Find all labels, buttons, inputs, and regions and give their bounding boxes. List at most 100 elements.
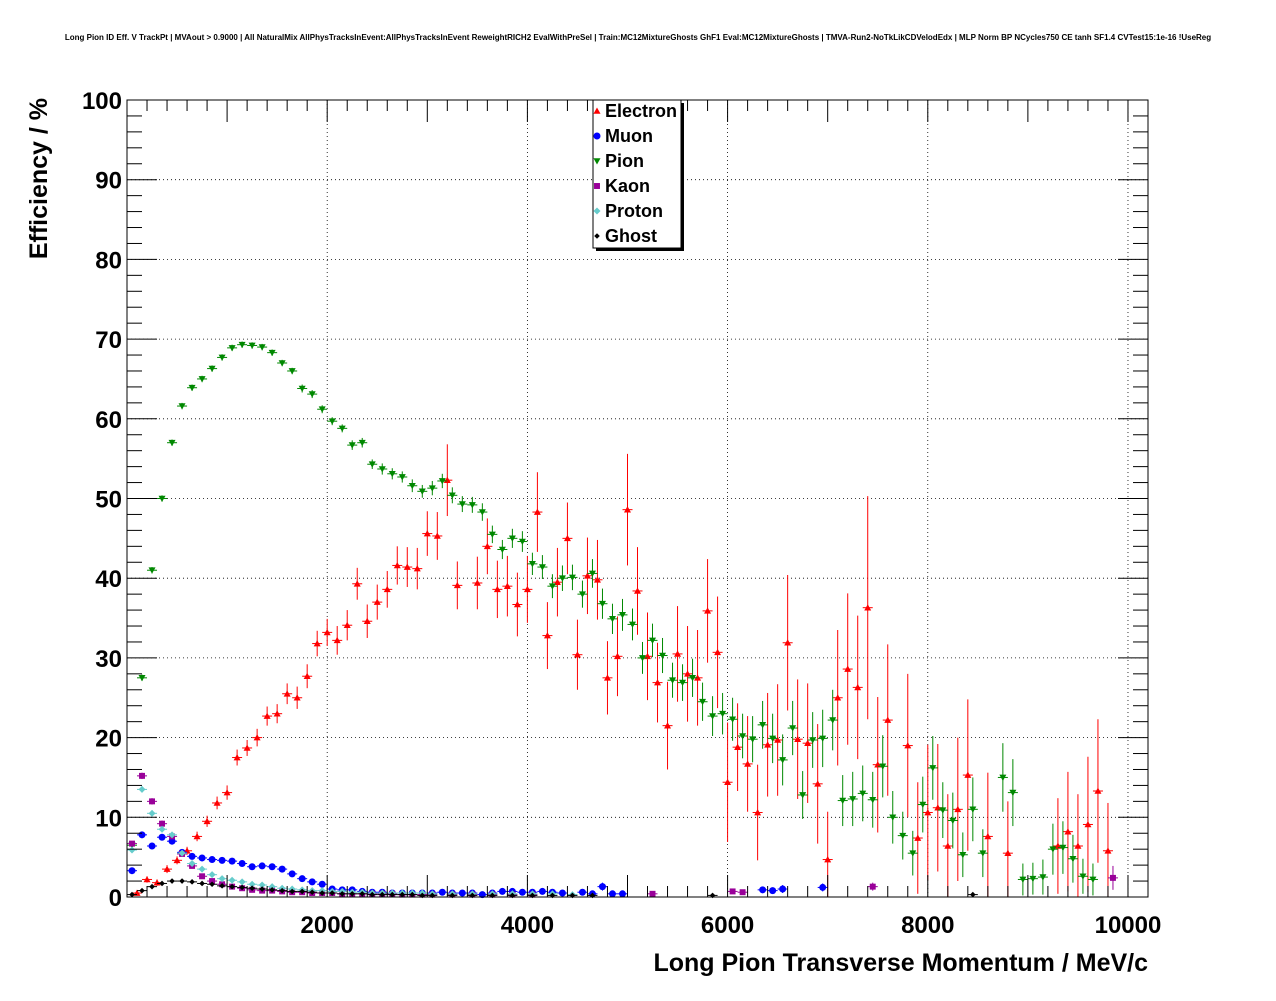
- point-marker: [899, 832, 907, 840]
- data-point: [572, 619, 583, 690]
- data-point: [212, 796, 223, 810]
- data-point: [727, 888, 738, 895]
- data-point: [882, 644, 893, 796]
- point-marker: [1109, 874, 1116, 881]
- point-marker: [493, 585, 501, 593]
- point-marker: [208, 871, 216, 879]
- data-point: [507, 528, 518, 548]
- data-point: [372, 584, 383, 620]
- legend-box: [592, 99, 682, 249]
- data-point: [687, 658, 698, 697]
- point-marker: [158, 495, 166, 502]
- data-point: [762, 692, 773, 797]
- data-point: [637, 641, 648, 674]
- point-marker: [189, 879, 195, 885]
- data-point: [157, 833, 168, 841]
- point-marker: [1039, 874, 1047, 881]
- data-point: [237, 860, 248, 868]
- data-point: [127, 867, 138, 875]
- x-tick-label: 6000: [701, 912, 754, 939]
- point-marker: [689, 675, 697, 682]
- data-point: [377, 891, 388, 898]
- data-point: [252, 728, 263, 747]
- data-point: [722, 722, 733, 843]
- point-marker: [814, 780, 822, 787]
- data-point: [1087, 863, 1098, 896]
- point-marker: [548, 583, 556, 590]
- point-marker: [248, 342, 256, 349]
- data-point: [267, 887, 278, 893]
- legend-label: Electron: [605, 101, 677, 121]
- data-point: [512, 572, 523, 637]
- data-point: [717, 692, 728, 735]
- data-point: [787, 700, 798, 756]
- point-marker: [413, 565, 421, 572]
- point-marker: [664, 722, 672, 729]
- data-point: [967, 891, 978, 898]
- point-marker: [288, 870, 296, 878]
- point-marker: [924, 809, 932, 816]
- point-marker: [749, 736, 757, 743]
- data-point: [242, 739, 253, 756]
- point-marker: [573, 651, 581, 658]
- data-point: [437, 888, 448, 896]
- point-marker: [1004, 849, 1012, 856]
- legend-marker: [593, 158, 601, 165]
- point-marker: [649, 890, 656, 897]
- data-point: [297, 384, 308, 393]
- point-marker: [303, 672, 311, 680]
- data-point: [947, 792, 958, 849]
- point-marker: [859, 790, 867, 797]
- point-marker: [258, 344, 266, 351]
- data-point: [167, 878, 178, 884]
- legend-label: Proton: [605, 201, 663, 221]
- data-point: [247, 880, 258, 888]
- point-marker: [223, 789, 231, 796]
- point-marker: [359, 891, 366, 897]
- point-marker: [468, 502, 476, 509]
- data-point: [317, 880, 328, 888]
- point-marker: [734, 743, 742, 750]
- point-marker: [273, 710, 281, 717]
- data-point: [957, 832, 968, 878]
- point-marker: [724, 778, 732, 786]
- data-point: [217, 354, 228, 361]
- x-axis-label: Long Pion Transverse Momentum / MeV/c: [653, 949, 1148, 977]
- point-marker: [429, 892, 436, 899]
- point-marker: [188, 852, 196, 860]
- data-point: [427, 892, 438, 899]
- point-marker: [729, 888, 736, 895]
- point-marker: [608, 616, 616, 623]
- data-point: [287, 870, 298, 878]
- data-point: [547, 574, 558, 599]
- point-marker: [179, 878, 185, 884]
- point-marker: [328, 418, 336, 425]
- point-marker: [1069, 855, 1077, 863]
- data-point: [247, 342, 258, 349]
- data-point: [1007, 759, 1018, 827]
- data-point: [557, 889, 568, 897]
- point-marker: [268, 883, 276, 891]
- data-point: [667, 662, 678, 698]
- data-point: [217, 875, 228, 883]
- point-marker: [1029, 875, 1037, 883]
- point-marker: [739, 733, 747, 740]
- point-marker: [248, 863, 256, 871]
- point-marker: [213, 799, 221, 806]
- data-point: [347, 891, 358, 897]
- point-marker: [779, 885, 787, 893]
- point-marker: [839, 797, 847, 805]
- point-marker: [233, 754, 241, 761]
- data-point: [287, 367, 298, 375]
- point-marker: [613, 652, 621, 660]
- data-point: [322, 618, 333, 646]
- data-point: [157, 880, 168, 887]
- data-point: [592, 539, 603, 620]
- data-point: [227, 857, 238, 865]
- point-marker: [198, 865, 206, 873]
- point-marker: [618, 612, 626, 619]
- data-point: [617, 890, 628, 898]
- point-marker: [714, 648, 722, 656]
- data-point: [912, 782, 923, 894]
- data-point: [232, 749, 243, 766]
